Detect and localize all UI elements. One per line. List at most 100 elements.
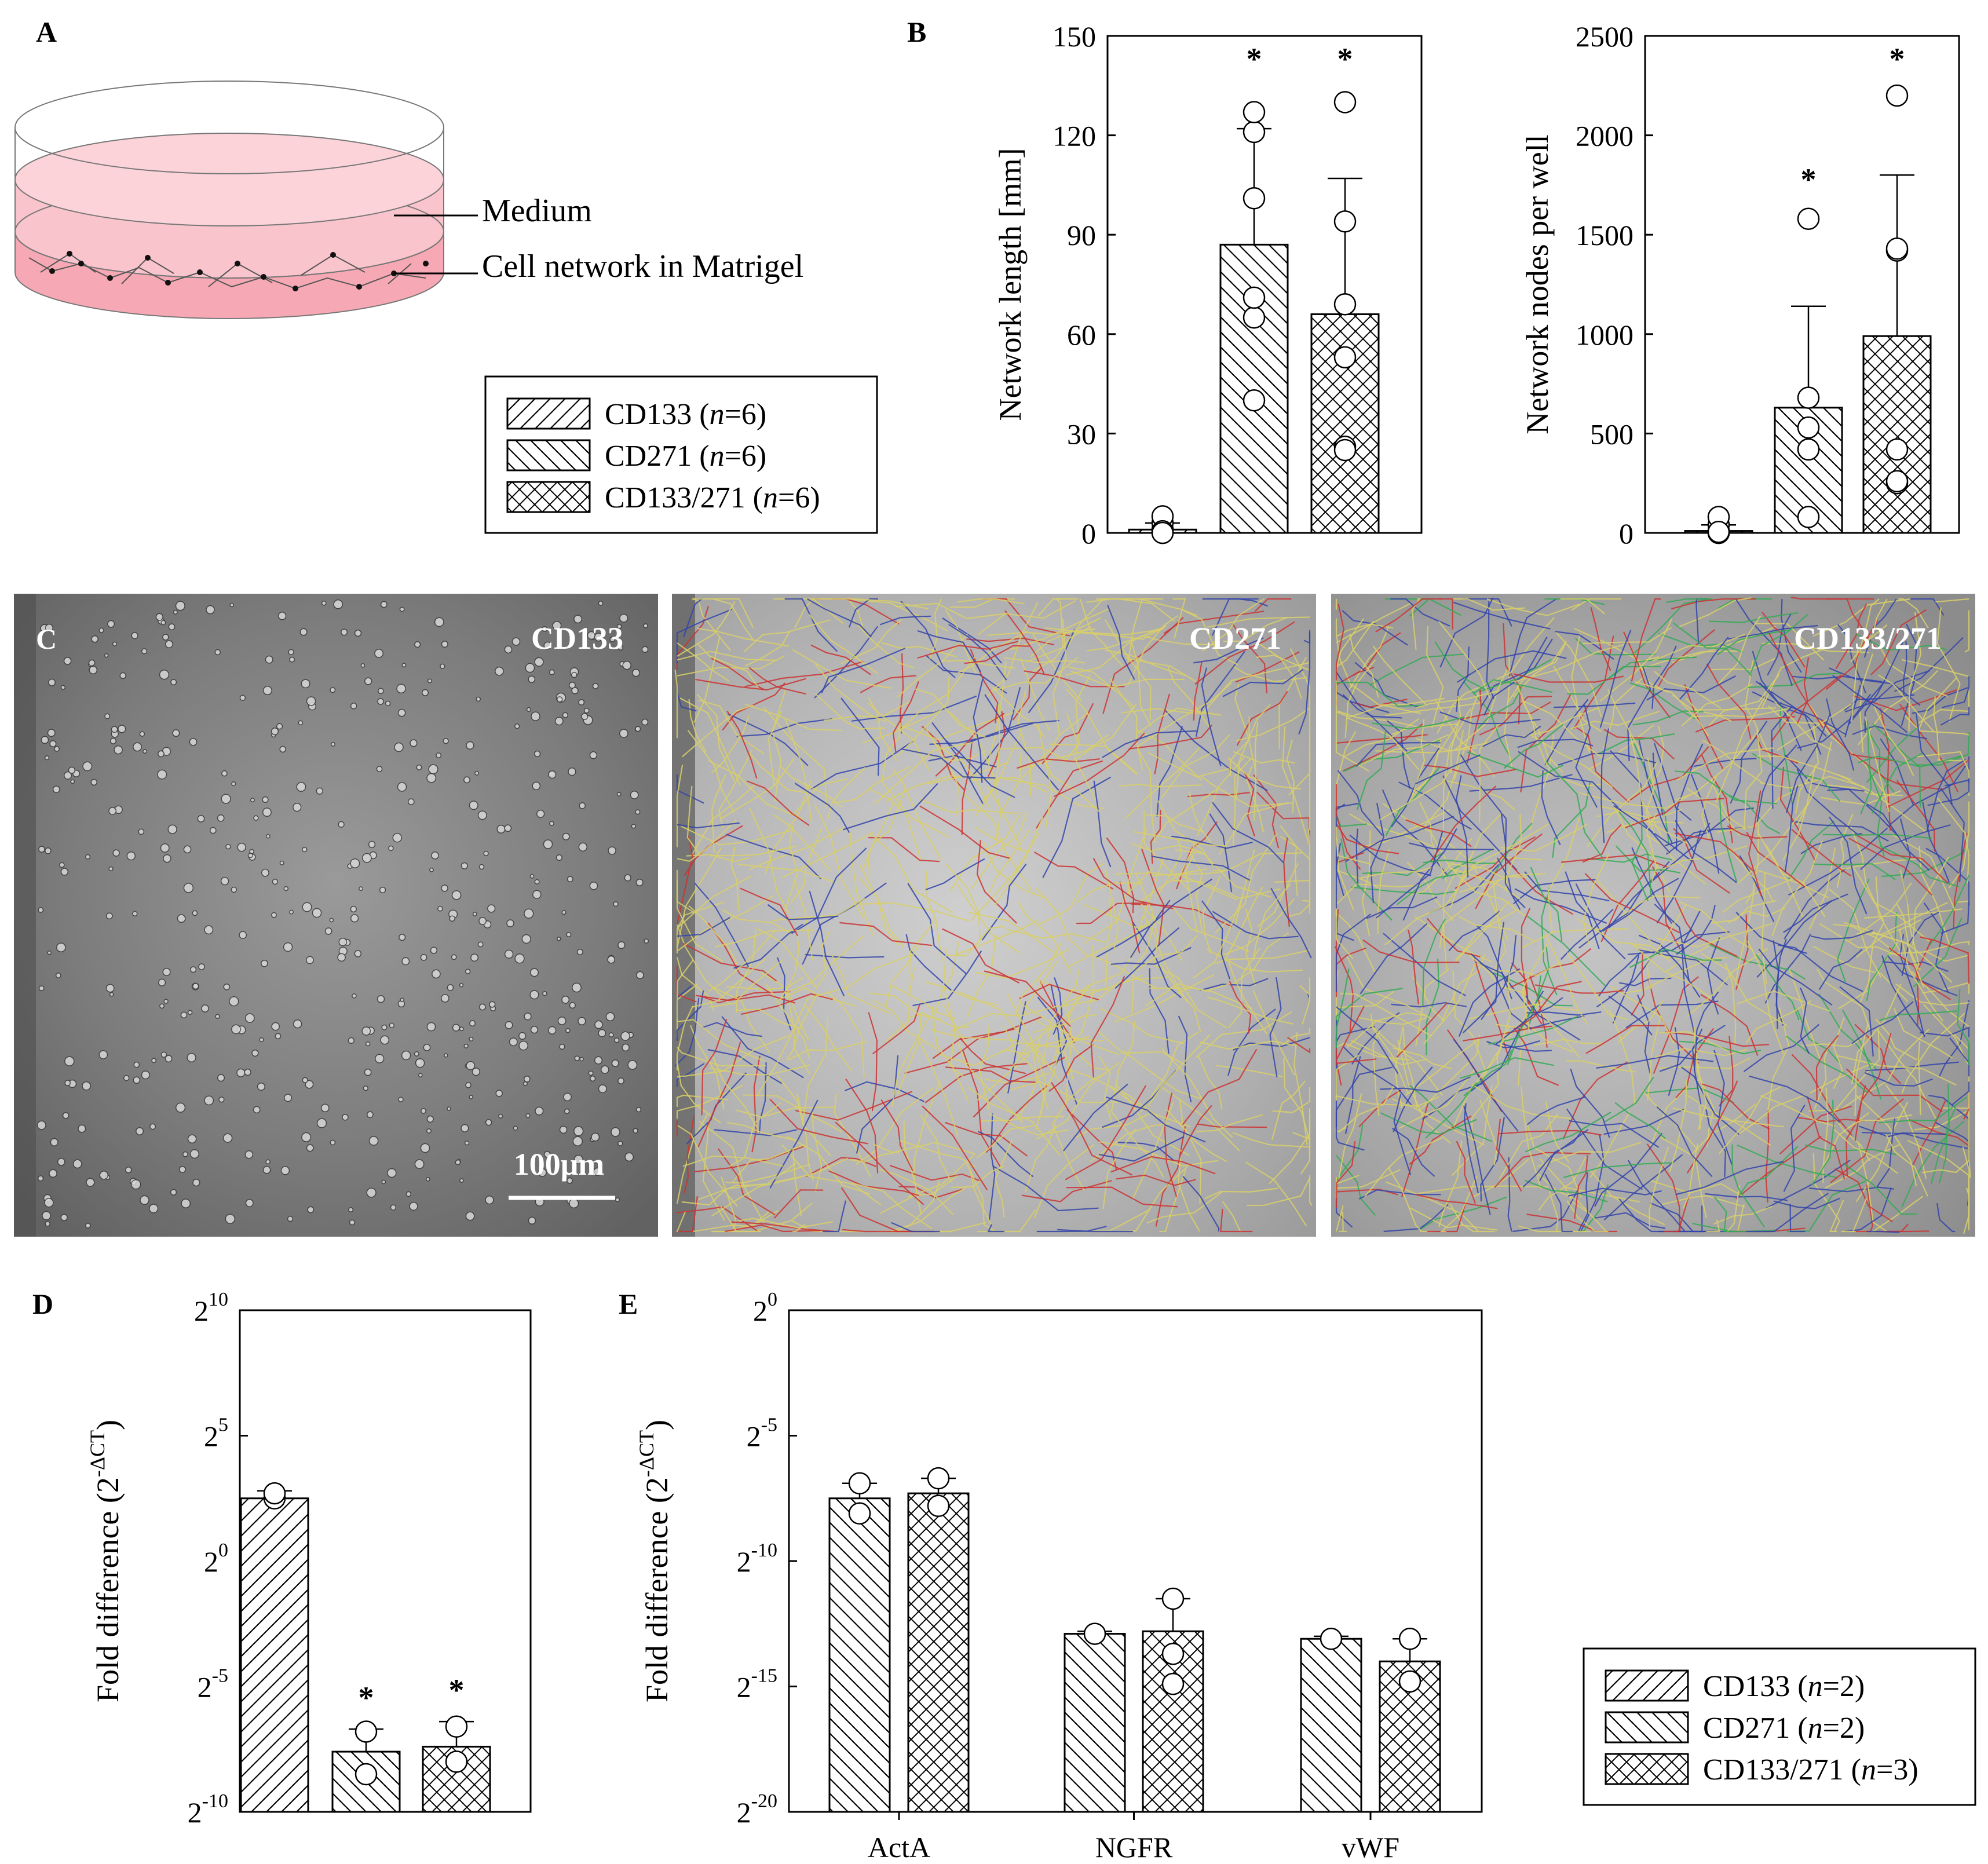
network-segment xyxy=(1895,983,1969,1006)
network-segment xyxy=(773,1189,824,1219)
network-segment xyxy=(977,1209,1037,1233)
network-segment xyxy=(925,870,943,962)
network-segment xyxy=(751,1055,761,1153)
network-segment xyxy=(1427,1204,1466,1233)
cell-dot xyxy=(368,1136,379,1146)
network-segment xyxy=(1463,1103,1479,1193)
network-segment xyxy=(1420,730,1464,832)
network-segment xyxy=(1563,1162,1672,1178)
network-segment xyxy=(1540,770,1602,787)
network-segment xyxy=(1713,1196,1735,1233)
cell-dot xyxy=(531,711,540,721)
network-segment xyxy=(1747,940,1784,1054)
network-segment xyxy=(1936,607,1961,722)
network-segment xyxy=(1844,670,1930,712)
network-segment xyxy=(811,1106,823,1193)
network-segment xyxy=(1521,942,1548,1033)
network-segment xyxy=(1888,947,1952,1000)
network-segment xyxy=(1233,751,1295,764)
cell-dot xyxy=(397,782,407,792)
cell-dot xyxy=(306,1144,314,1152)
network-segment xyxy=(834,766,911,803)
network-segment xyxy=(1873,706,1914,776)
network-segment xyxy=(1488,823,1533,883)
network-segment xyxy=(989,829,1030,893)
cell-dot xyxy=(536,809,545,818)
network-segment xyxy=(710,845,798,857)
network-segment xyxy=(676,608,733,664)
cell-bodies xyxy=(49,251,429,291)
network-segment xyxy=(1963,1175,1970,1234)
micrograph-cd271: CD271 xyxy=(672,594,1316,1237)
network-segment xyxy=(1496,1024,1573,1053)
network-segment xyxy=(1449,867,1521,900)
cell-dot xyxy=(559,1043,565,1050)
cell-dot xyxy=(133,742,142,752)
network-segment xyxy=(1789,968,1822,1063)
network-segment xyxy=(1177,1158,1200,1232)
network-segment xyxy=(1033,1014,1097,1033)
network-segment xyxy=(726,976,805,991)
cell-dot xyxy=(385,700,391,707)
network-segment xyxy=(1855,1095,1917,1187)
network-segment xyxy=(1784,785,1799,872)
cell-dot xyxy=(59,862,65,868)
network-segment xyxy=(969,777,1048,794)
network-segment xyxy=(1501,1043,1552,1052)
network-segment xyxy=(1904,715,1969,736)
cell-dot xyxy=(478,864,485,870)
network-segment xyxy=(1762,642,1870,653)
network-segment xyxy=(676,959,694,1021)
network-segment xyxy=(868,697,897,761)
micrograph-cd133-271: CD133/271 xyxy=(1331,594,1975,1237)
network-segment xyxy=(1229,981,1252,1034)
network-segment xyxy=(731,1221,835,1233)
network-segment xyxy=(1596,1055,1714,1069)
cell-dot xyxy=(619,613,628,623)
network-segment xyxy=(1206,948,1303,973)
cell-dot xyxy=(257,1082,265,1091)
network-segment xyxy=(1610,750,1671,854)
network-segment xyxy=(1917,1041,1921,1116)
network-segment xyxy=(1189,853,1203,932)
network-segment xyxy=(1155,1126,1186,1227)
cell-dot xyxy=(236,1068,246,1077)
network-segment xyxy=(711,774,726,853)
cell-dot xyxy=(225,843,231,850)
cell-dot xyxy=(635,1106,642,1113)
cell-dot xyxy=(45,623,54,632)
network-segment xyxy=(1336,912,1376,973)
network-segment xyxy=(1452,1085,1493,1176)
network-segment xyxy=(1037,862,1104,926)
cell-dot xyxy=(177,914,186,923)
network-segment xyxy=(1110,946,1192,965)
network-segment xyxy=(1231,623,1268,693)
network-segment xyxy=(1582,824,1622,863)
network-segment xyxy=(699,1120,765,1223)
legend-name: CD133 ( xyxy=(1703,1670,1808,1703)
network-segment xyxy=(860,675,916,693)
cell-dot xyxy=(521,934,531,944)
cell-dot xyxy=(342,1113,349,1121)
network-segment xyxy=(1833,1017,1845,1090)
bar-ActA xyxy=(907,1492,970,1813)
network-segment xyxy=(1494,1152,1591,1188)
network-segment xyxy=(1609,1010,1636,1105)
cell-dot xyxy=(426,773,437,783)
cell-dot xyxy=(259,1037,264,1043)
network-segment xyxy=(1372,716,1465,730)
network-segment xyxy=(697,643,759,688)
network-segment xyxy=(1629,746,1709,801)
network-segment xyxy=(816,931,831,989)
network-segment xyxy=(1268,1115,1311,1185)
cell-dot xyxy=(478,1003,486,1011)
network-segment xyxy=(1225,886,1263,960)
panel-letter-c: C xyxy=(36,623,57,655)
network-segment xyxy=(1364,1137,1443,1197)
network-segment xyxy=(1562,1061,1629,1140)
cell-dot xyxy=(155,613,163,621)
network-segment xyxy=(1500,813,1521,911)
cell-dot xyxy=(523,1075,531,1083)
network-segment xyxy=(1718,1086,1781,1154)
network-segment xyxy=(1941,894,1970,934)
